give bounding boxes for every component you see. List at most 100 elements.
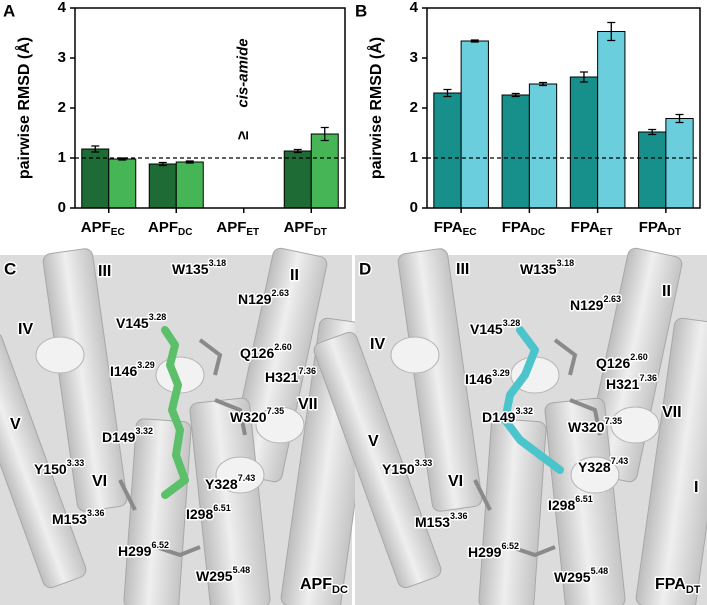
residue-label: W3207.35	[230, 406, 284, 424]
category: APF	[216, 219, 246, 236]
helix-label: III	[98, 263, 111, 280]
ligand	[161, 326, 189, 499]
helix-label: VI	[92, 473, 107, 490]
residue-name: Y150	[34, 461, 67, 477]
panel-letter: C	[4, 259, 16, 278]
helix-label: IV	[370, 336, 385, 353]
residue-label: Q1262.60	[596, 352, 648, 370]
annotation: cis-amide	[235, 38, 252, 107]
residue-name: I298	[548, 497, 575, 513]
bar	[665, 118, 694, 209]
error-bar	[607, 21, 616, 42]
residue-label: D1493.32	[482, 406, 533, 424]
residue-name: I298	[186, 506, 213, 522]
residue-name: Y328	[578, 459, 611, 475]
residue-name: W135	[172, 261, 209, 277]
helix-end	[570, 456, 620, 494]
helix-cylinder	[42, 248, 128, 512]
category-subscript: DT	[668, 227, 681, 238]
residue-label: Q1262.60	[240, 342, 292, 360]
residue-name: W295	[554, 569, 591, 585]
error-bar	[470, 39, 479, 43]
helix-label: V	[10, 416, 21, 433]
residue-label: Y3287.43	[205, 473, 255, 491]
residue-name: I146	[110, 363, 137, 379]
category: FPA	[502, 219, 531, 236]
residue-label: I2986.51	[548, 494, 593, 512]
helix-end	[215, 456, 265, 494]
residue-number: 3.33	[415, 458, 433, 468]
residue-number: 2.60	[630, 352, 648, 362]
helix-end	[35, 336, 85, 374]
helix-cylinder	[397, 248, 483, 512]
ligand-label: APFDC	[300, 576, 348, 596]
residue-number: 3.32	[515, 406, 533, 416]
residue-number: 3.28	[149, 312, 167, 322]
helix-end	[255, 406, 305, 444]
category: APF	[148, 219, 178, 236]
residue-name: H299	[468, 544, 502, 560]
error-bar	[675, 113, 684, 124]
helix-cylinder	[478, 418, 547, 605]
category-subscript: ET	[600, 227, 613, 238]
x-tick-label: FPAEC	[434, 219, 477, 238]
ligand	[501, 326, 564, 474]
residue-label: V1453.28	[116, 312, 166, 330]
helix-cylinder	[123, 418, 192, 605]
error-bar	[293, 148, 302, 154]
helix-label: II	[290, 267, 299, 284]
error-bar	[443, 88, 452, 98]
residue-name: V145	[470, 321, 503, 337]
error-bar	[511, 92, 520, 98]
residue-number: 3.36	[450, 511, 468, 521]
bar	[501, 94, 530, 209]
helix-label: I	[694, 479, 698, 496]
residue-number: 3.28	[503, 318, 521, 328]
structure-panel	[313, 247, 707, 605]
y-tick-label: 2	[410, 99, 418, 116]
category-subscript: DC	[531, 227, 545, 238]
residue-label: H2996.52	[468, 541, 519, 559]
x-tick-label: APFEC	[81, 219, 125, 238]
residue-name: D149	[102, 429, 136, 445]
category: APF	[284, 219, 314, 236]
y-tick-label: 4	[410, 0, 419, 16]
y-axis-label: pairwise RMSD (Å)	[366, 37, 385, 179]
error-bar	[185, 160, 194, 164]
helix-end	[390, 336, 440, 374]
y-axis-label: pairwise RMSD (Å)	[14, 37, 33, 179]
residue-number: 3.32	[135, 426, 153, 436]
y-tick-label: 0	[410, 199, 418, 216]
x-tick-label: FPAET	[571, 219, 613, 238]
side-chains	[473, 338, 602, 558]
residue-number: 7.36	[639, 373, 657, 383]
residue-number: 3.29	[492, 368, 510, 378]
category: FPA	[434, 219, 463, 236]
residue-name: H321	[606, 376, 640, 392]
side-chains	[118, 338, 247, 558]
category-subscript: ET	[246, 227, 259, 238]
category-subscript: EC	[463, 227, 477, 238]
helix-label: VII	[298, 396, 318, 413]
bar	[569, 76, 599, 209]
residue-number: 2.63	[271, 288, 289, 298]
helix-label: II	[662, 283, 671, 300]
residue-number: 2.60	[274, 342, 292, 352]
y-tick-label: 4	[58, 0, 67, 16]
residue-number: 3.36	[87, 508, 105, 518]
ligand-subscript: DC	[332, 584, 348, 596]
residue-number: 5.48	[233, 565, 251, 575]
residue-name: M153	[52, 511, 87, 527]
x-tick-label: FPADT	[639, 219, 681, 238]
category-subscript: DC	[178, 227, 192, 238]
plot-frame	[426, 7, 701, 209]
category-subscript: EC	[111, 227, 125, 238]
bar	[460, 40, 489, 209]
bar	[433, 92, 462, 209]
bar	[108, 158, 137, 209]
residue-name: Q126	[596, 355, 630, 371]
panel-letter: A	[3, 1, 15, 20]
helix-label: VII	[662, 404, 682, 421]
error-bar	[158, 161, 167, 167]
ligand-subscript: DT	[686, 584, 701, 596]
